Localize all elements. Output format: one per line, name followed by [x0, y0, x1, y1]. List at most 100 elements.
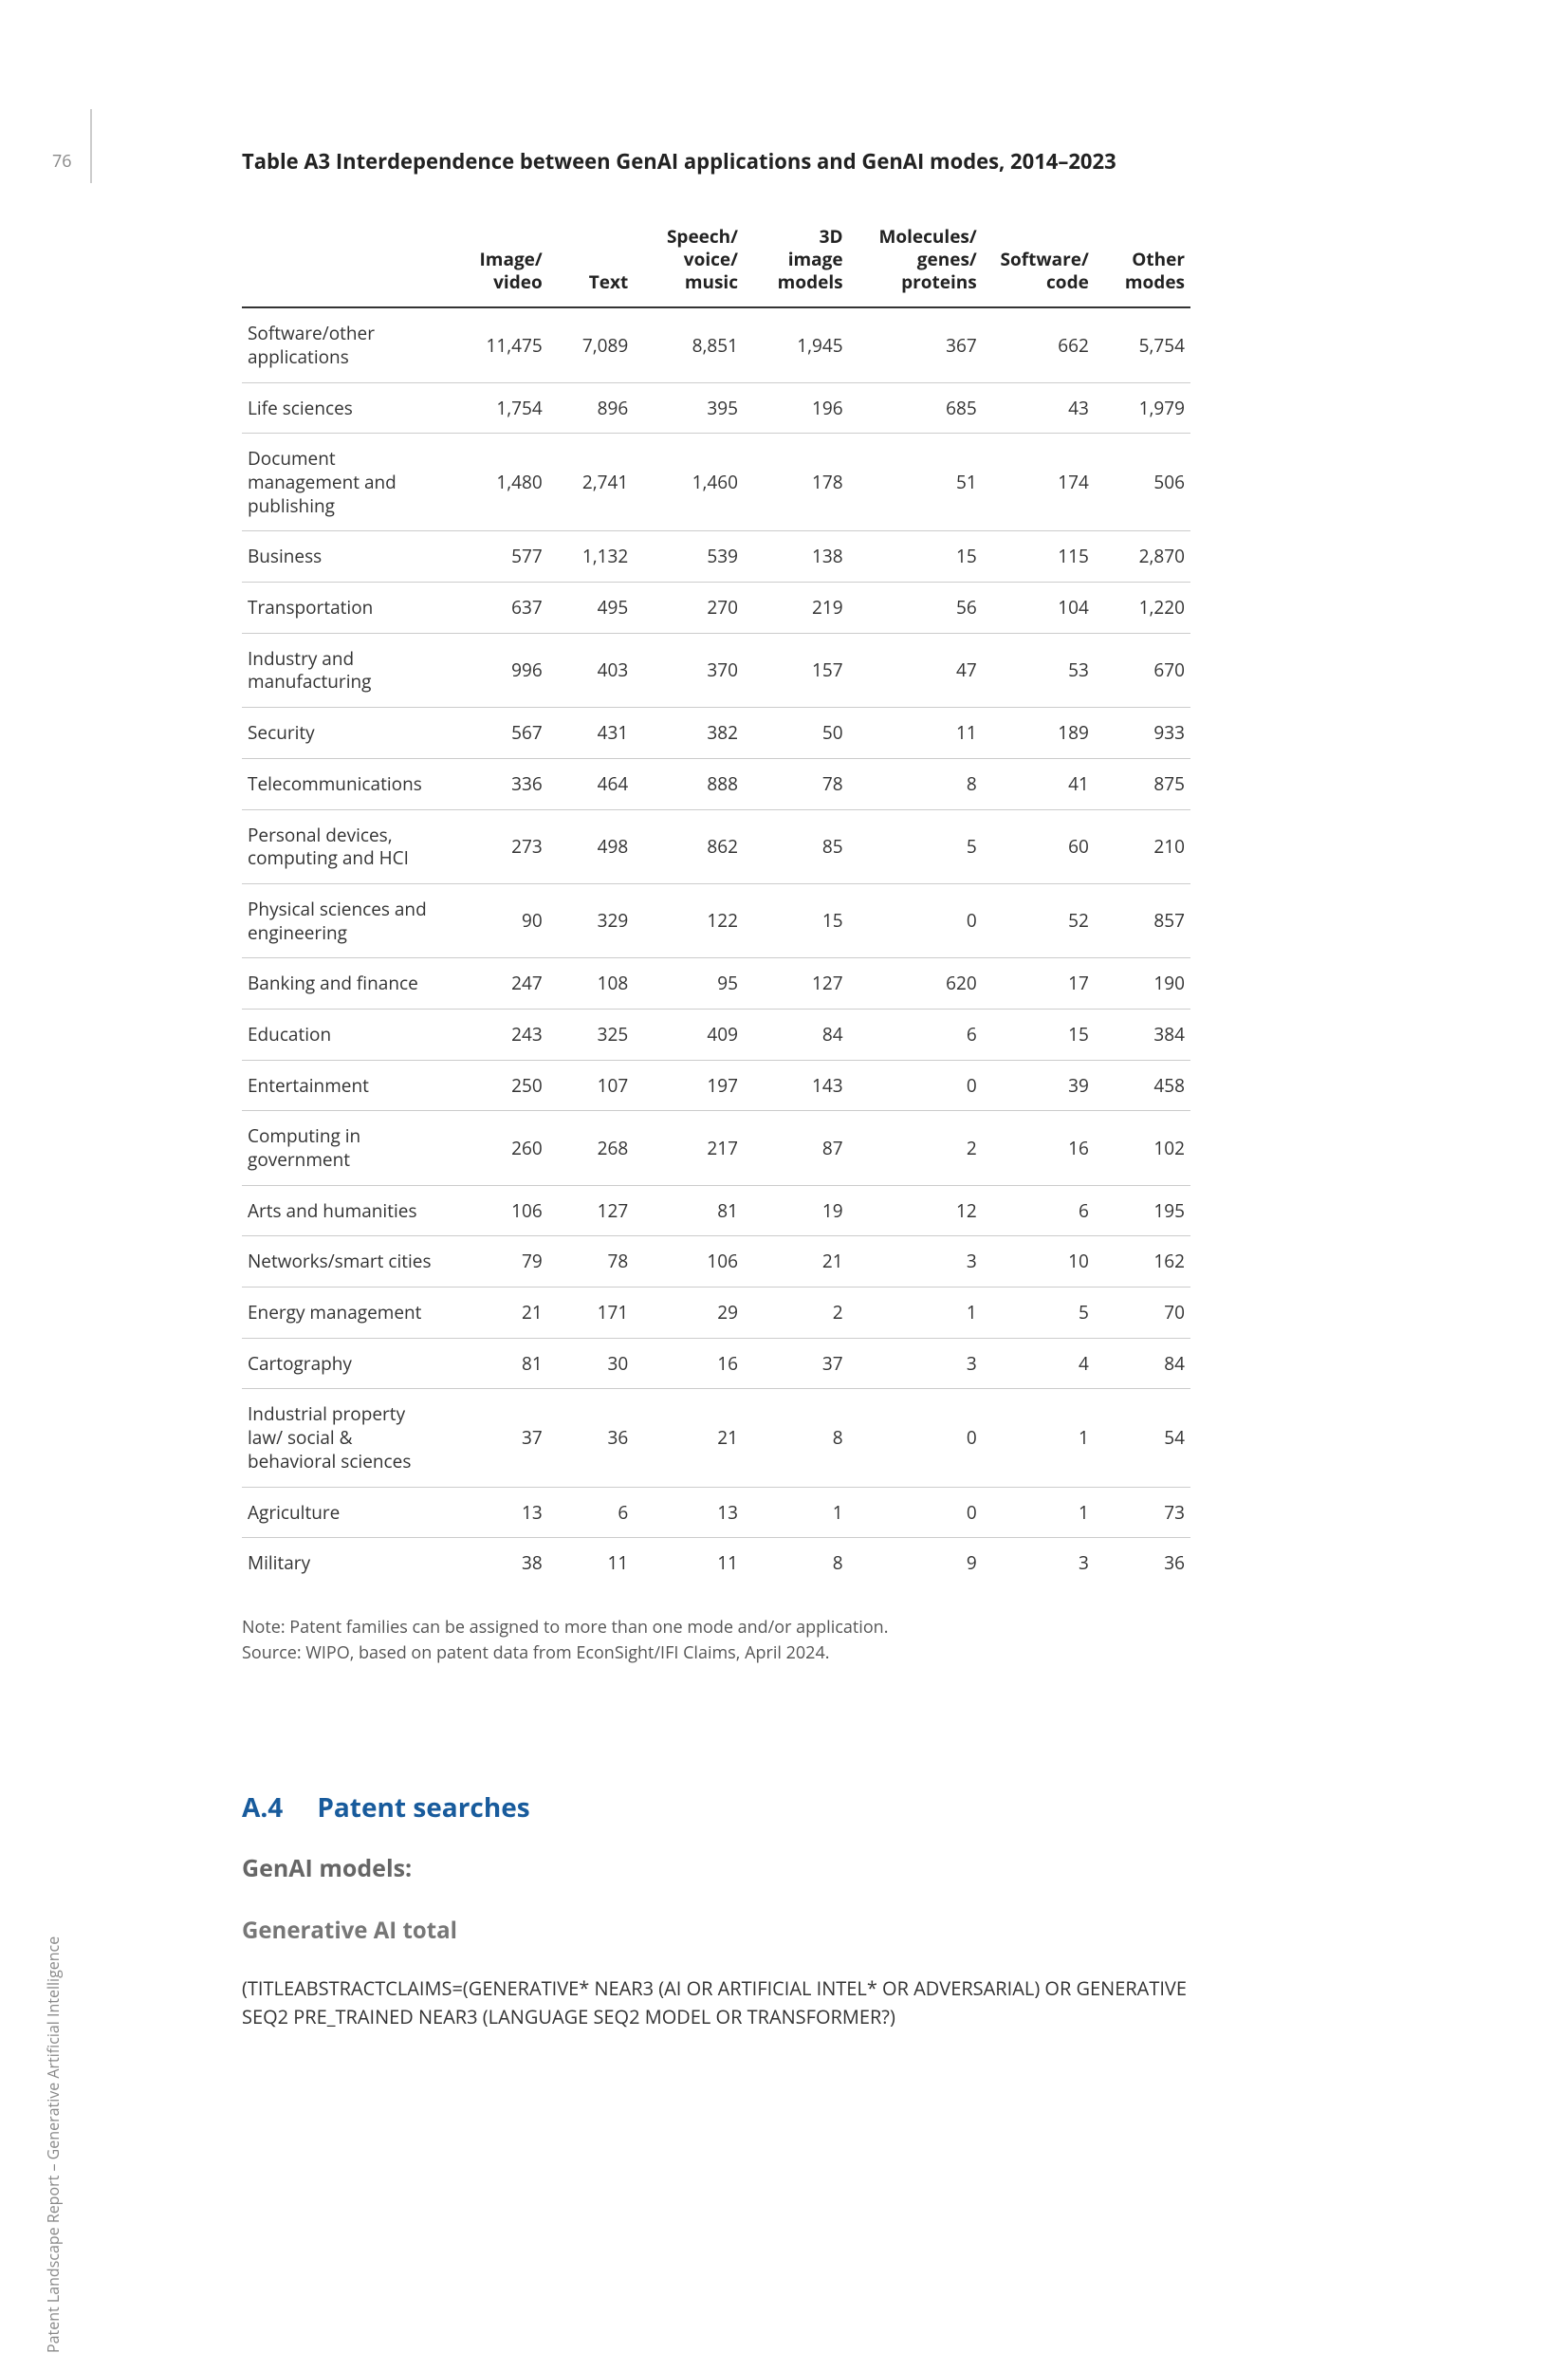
- cell-value: 12: [849, 1185, 983, 1236]
- cell-value: 190: [1095, 958, 1190, 1010]
- cell-value: 138: [744, 531, 849, 583]
- cell-value: 260: [439, 1111, 548, 1185]
- row-label: Education: [242, 1009, 439, 1060]
- cell-value: 6: [983, 1185, 1095, 1236]
- cell-value: 21: [744, 1236, 849, 1288]
- cell-value: 60: [983, 809, 1095, 883]
- cell-value: 1,945: [744, 307, 849, 382]
- col-header: 3Dimagemodels: [744, 218, 849, 307]
- cell-value: 862: [634, 809, 744, 883]
- cell-value: 19: [744, 1185, 849, 1236]
- cell-value: 933: [1095, 708, 1190, 759]
- subheading-models: GenAI models:: [242, 1852, 1190, 1884]
- table-row: Physical sciences and engineering9032912…: [242, 883, 1190, 957]
- row-label: Transportation: [242, 583, 439, 634]
- cell-value: 85: [744, 809, 849, 883]
- cell-value: 8: [744, 1389, 849, 1487]
- cell-value: 51: [849, 434, 983, 531]
- row-label: Industry and manufacturing: [242, 633, 439, 707]
- cell-value: 370: [634, 633, 744, 707]
- cell-value: 107: [548, 1060, 635, 1111]
- cell-value: 1,754: [439, 382, 548, 434]
- cell-value: 7,089: [548, 307, 635, 382]
- row-label: Computing in government: [242, 1111, 439, 1185]
- cell-value: 431: [548, 708, 635, 759]
- cell-value: 127: [744, 958, 849, 1010]
- cell-value: 195: [1095, 1185, 1190, 1236]
- cell-value: 217: [634, 1111, 744, 1185]
- cell-value: 73: [1095, 1487, 1190, 1538]
- table-row: Software/other applications11,4757,0898,…: [242, 307, 1190, 382]
- cell-value: 95: [634, 958, 744, 1010]
- row-label: Document management and publishing: [242, 434, 439, 531]
- cell-value: 2: [744, 1288, 849, 1339]
- col-header: Software/code: [983, 218, 1095, 307]
- table-row: Telecommunications33646488878841875: [242, 758, 1190, 809]
- cell-value: 5: [983, 1288, 1095, 1339]
- cell-value: 395: [634, 382, 744, 434]
- cell-value: 0: [849, 1060, 983, 1111]
- col-header: Image/video: [439, 218, 548, 307]
- table-row: Industrial property law/ social & behavi…: [242, 1389, 1190, 1487]
- table-header: Image/videoTextSpeech/voice/music3Dimage…: [242, 218, 1190, 307]
- cell-value: 996: [439, 633, 548, 707]
- search-query-text: (TITLEABSTRACTCLAIMS=(GENERATIVE* NEAR3 …: [242, 1974, 1190, 2031]
- cell-value: 197: [634, 1060, 744, 1111]
- table-row: Transportation637495270219561041,220: [242, 583, 1190, 634]
- cell-value: 3: [849, 1236, 983, 1288]
- cell-value: 11: [548, 1538, 635, 1588]
- section-title: Patent searches: [317, 1789, 529, 1825]
- table-notes: Note: Patent families can be assigned to…: [242, 1615, 1190, 1666]
- cell-value: 464: [548, 758, 635, 809]
- row-label: Agriculture: [242, 1487, 439, 1538]
- cell-value: 189: [983, 708, 1095, 759]
- table-row: Business5771,132539138151152,870: [242, 531, 1190, 583]
- row-label: Personal devices, computing and HCI: [242, 809, 439, 883]
- cell-value: 79: [439, 1236, 548, 1288]
- cell-value: 104: [983, 583, 1095, 634]
- cell-value: 13: [634, 1487, 744, 1538]
- cell-value: 857: [1095, 883, 1190, 957]
- cell-value: 87: [744, 1111, 849, 1185]
- cell-value: 6: [548, 1487, 635, 1538]
- table-row: Industry and manufacturing99640337015747…: [242, 633, 1190, 707]
- section-heading: A.4 Patent searches: [242, 1789, 1190, 1825]
- cell-value: 106: [439, 1185, 548, 1236]
- cell-value: 1: [983, 1389, 1095, 1487]
- cell-value: 495: [548, 583, 635, 634]
- cell-value: 84: [1095, 1338, 1190, 1389]
- table-row: Arts and humanities1061278119126195: [242, 1185, 1190, 1236]
- cell-value: 36: [1095, 1538, 1190, 1588]
- cell-value: 336: [439, 758, 548, 809]
- cell-value: 162: [1095, 1236, 1190, 1288]
- cell-value: 37: [744, 1338, 849, 1389]
- cell-value: 106: [634, 1236, 744, 1288]
- cell-value: 1,979: [1095, 382, 1190, 434]
- cell-value: 1,480: [439, 434, 548, 531]
- cell-value: 78: [744, 758, 849, 809]
- cell-value: 11: [634, 1538, 744, 1588]
- row-label: Life sciences: [242, 382, 439, 434]
- cell-value: 127: [548, 1185, 635, 1236]
- cell-value: 1,132: [548, 531, 635, 583]
- cell-value: 3: [849, 1338, 983, 1389]
- cell-value: 84: [744, 1009, 849, 1060]
- cell-value: 1: [983, 1487, 1095, 1538]
- col-header: Othermodes: [1095, 218, 1190, 307]
- cell-value: 577: [439, 531, 548, 583]
- cell-value: 409: [634, 1009, 744, 1060]
- cell-value: 157: [744, 633, 849, 707]
- cell-value: 30: [548, 1338, 635, 1389]
- cell-value: 50: [744, 708, 849, 759]
- cell-value: 325: [548, 1009, 635, 1060]
- row-label: Energy management: [242, 1288, 439, 1339]
- cell-value: 2,741: [548, 434, 635, 531]
- section-number: A.4: [242, 1789, 283, 1825]
- cell-value: 37: [439, 1389, 548, 1487]
- cell-value: 81: [634, 1185, 744, 1236]
- source-line: Source: WIPO, based on patent data from …: [242, 1640, 1190, 1666]
- col-header: Speech/voice/music: [634, 218, 744, 307]
- row-label: Security: [242, 708, 439, 759]
- cell-value: 539: [634, 531, 744, 583]
- cell-value: 5: [849, 809, 983, 883]
